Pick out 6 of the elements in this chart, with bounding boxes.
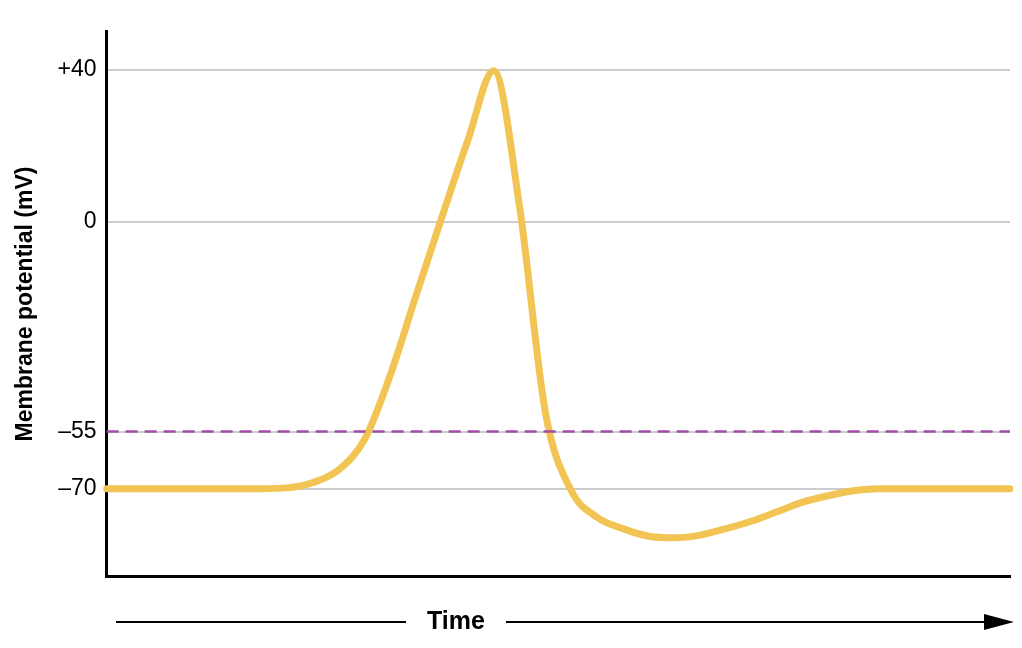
y-tick-label: –55 xyxy=(58,416,97,443)
y-axis-title: Membrane potential (mV) xyxy=(11,166,38,442)
x-axis-title: Time xyxy=(426,606,486,635)
y-tick-label: +40 xyxy=(57,55,97,82)
y-tick-label: 0 xyxy=(83,207,97,234)
y-tick-label: –70 xyxy=(58,473,97,500)
